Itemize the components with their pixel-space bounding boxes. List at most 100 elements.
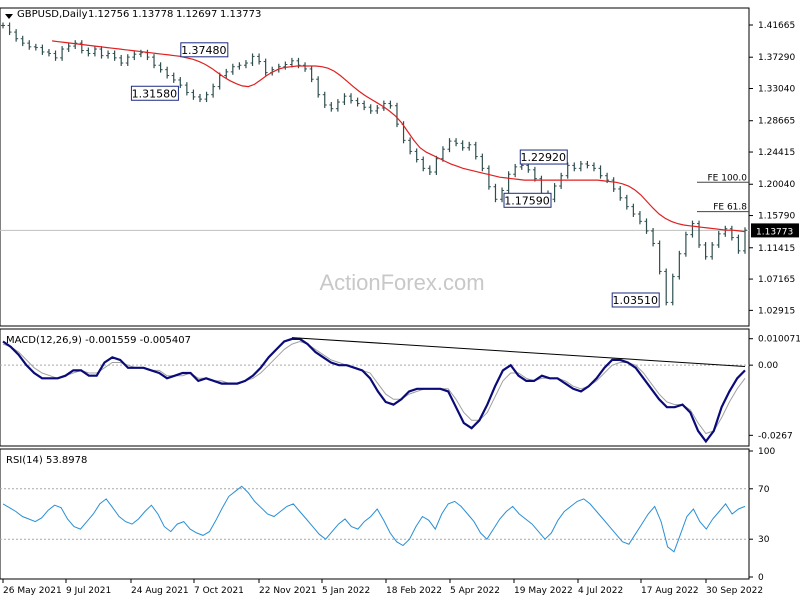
moving-average-line <box>52 40 746 233</box>
rsi-y-tick-label: 70 <box>758 485 770 495</box>
rsi-y-tick-label: 30 <box>758 535 770 545</box>
price-bar <box>598 165 603 179</box>
price-annotation-label: 1.17590 <box>504 194 550 207</box>
price-bar <box>723 225 728 237</box>
price-bar <box>729 225 734 241</box>
price-bar <box>33 43 38 51</box>
price-bar <box>119 54 124 66</box>
price-bar <box>683 231 688 257</box>
axis-layer: 1.41665 1.37290 1.33040 1.28665 1.24415 1.200… <box>2 21 800 596</box>
price-bar <box>99 46 104 59</box>
price-panel-frame <box>0 7 750 327</box>
macd-y-tick-label: -0.0267 <box>758 431 793 441</box>
price-bar <box>66 43 71 52</box>
price-bar <box>309 65 314 83</box>
price-bar <box>513 163 518 178</box>
rsi-title: RSI(14) 53.8978 <box>6 455 87 466</box>
price-bar <box>316 76 321 98</box>
x-tick-label: 22 Nov 2021 <box>259 586 317 596</box>
price-bar <box>480 153 485 172</box>
x-tick-label: 17 Aug 2022 <box>641 586 699 596</box>
x-tick-label: 26 May 2021 <box>3 586 62 596</box>
macd-layer <box>0 337 749 444</box>
price-annotation: 1.37480 <box>180 42 229 58</box>
price-bar <box>263 58 268 76</box>
price-y-tick-label: 1.07165 <box>758 275 795 285</box>
price-bar <box>243 60 248 69</box>
price-annotation-label: 1.22920 <box>521 151 567 164</box>
rsi-panel-frame <box>0 448 750 580</box>
macd-signal-line <box>2 340 746 435</box>
x-tick-label: 5 Apr 2022 <box>450 586 500 596</box>
price-bar <box>342 93 347 106</box>
price-bar <box>46 49 51 57</box>
current-price-label: 1.13773 <box>756 227 793 237</box>
price-bar <box>394 102 399 128</box>
x-tick-label: 9 Jul 2021 <box>66 586 111 596</box>
price-bar <box>473 141 478 160</box>
price-bar <box>106 50 111 59</box>
fib-level: FE 61.8 <box>697 203 749 213</box>
price-y-tick-label: 1.33040 <box>758 85 795 95</box>
price-bar <box>657 240 662 275</box>
price-layer: FE 100.0 FE 61.8 1.37480 1.31580 1.22920 1.17… <box>0 22 749 308</box>
price-bar <box>73 40 78 50</box>
price-bar <box>191 89 196 100</box>
price-bar <box>716 230 721 248</box>
price-bar <box>565 162 570 179</box>
current-price-tag: 1.13773 <box>751 223 799 238</box>
price-bar <box>349 93 354 104</box>
price-bar <box>79 40 84 54</box>
price-bar <box>237 62 242 70</box>
macd-y-tick-label: 0.00 <box>758 361 778 371</box>
price-bar <box>165 66 170 79</box>
price-bar <box>132 51 137 61</box>
price-y-tick-label: 1.28665 <box>758 117 795 127</box>
price-bar <box>552 183 557 203</box>
price-bar <box>289 57 294 68</box>
x-tick-label: 5 Jan 2022 <box>322 586 370 596</box>
price-bar <box>703 241 708 260</box>
price-y-tick-label: 1.24415 <box>758 148 795 158</box>
price-y-tick-label: 1.11415 <box>758 244 795 254</box>
price-bar <box>40 44 45 55</box>
dropdown-arrow-icon[interactable] <box>5 14 13 19</box>
price-bar <box>486 165 491 190</box>
price-bar <box>152 54 157 69</box>
price-bar <box>697 220 702 248</box>
price-bar <box>20 35 25 47</box>
price-bar <box>322 91 327 108</box>
fib-level: FE 100.0 <box>697 173 749 183</box>
price-y-tick-label: 1.15790 <box>758 212 795 222</box>
ohlc-low: 1.12697 <box>176 9 217 20</box>
price-bar <box>335 99 340 112</box>
fib-level-label: FE 100.0 <box>708 173 748 183</box>
rsi-y-tick-label: 0 <box>758 573 764 583</box>
price-bar <box>664 268 669 306</box>
price-annotation: 1.31580 <box>130 85 179 101</box>
price-y-tick-label: 1.41665 <box>758 21 795 31</box>
price-bar <box>375 105 380 114</box>
price-bar <box>388 100 393 109</box>
ohlc-open: 1.12756 <box>88 9 129 20</box>
macd-trendline <box>291 337 746 367</box>
ohlc-close: 1.13773 <box>220 9 261 20</box>
rsi-line <box>2 485 746 553</box>
price-bar <box>197 93 202 103</box>
symbol-label: GBPUSD,Daily <box>17 9 88 20</box>
rsi-layer <box>0 485 749 553</box>
price-bar <box>493 183 498 203</box>
price-bar <box>677 250 682 280</box>
x-tick-label: 18 Feb 2022 <box>386 586 442 596</box>
price-bar <box>532 166 537 182</box>
price-bar <box>591 162 596 172</box>
price-bar <box>86 47 91 57</box>
price-bar <box>572 162 577 172</box>
price-bar <box>125 54 130 66</box>
price-bar <box>27 40 32 50</box>
price-y-tick-label: 1.20040 <box>758 180 795 190</box>
price-bar <box>92 46 97 57</box>
price-bar <box>250 53 255 66</box>
price-y-tick-label: 1.02915 <box>758 306 795 316</box>
price-bar <box>506 171 511 194</box>
